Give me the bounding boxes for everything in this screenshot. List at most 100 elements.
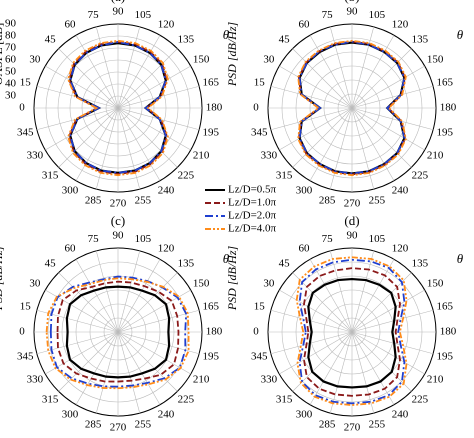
series-line	[56, 280, 180, 383]
theta-tick-label: 105	[369, 9, 386, 21]
grid-spoke	[351, 107, 434, 131]
theta-tick-label: 285	[319, 418, 336, 430]
grid-spoke	[351, 26, 375, 109]
grid-spoke	[329, 250, 353, 333]
theta-tick-label: 135	[412, 34, 429, 46]
theta-tick-label: 45	[279, 34, 291, 46]
r-tick-label: 60	[5, 54, 17, 66]
legend-label: Lz/D=1.0π	[228, 197, 277, 209]
theta-tick-label: 255	[369, 418, 386, 430]
theta-tick-label: 90	[347, 230, 359, 242]
theta-tick-label: 75	[322, 9, 334, 21]
theta-tick-label: 255	[135, 418, 152, 430]
grid-spoke	[117, 107, 161, 181]
grid-spoke	[351, 250, 375, 333]
theta-tick-label: 315	[276, 169, 293, 181]
theta-tick-label: 150	[427, 54, 444, 66]
grid-spoke	[329, 331, 353, 414]
grid-spoke	[351, 331, 395, 405]
grid-spoke	[351, 107, 425, 151]
grid-spoke	[58, 331, 119, 392]
theta-tick-label: 0	[253, 326, 259, 338]
legend-label: Lz/D=0.5π	[228, 184, 277, 196]
grid-spoke	[95, 331, 119, 414]
grid-spoke	[351, 107, 412, 168]
panel-title: (c)	[111, 213, 125, 228]
theta-tick-label: 315	[276, 393, 293, 405]
grid-spoke	[95, 107, 119, 190]
r-tick-label: 30	[5, 90, 17, 102]
theta-tick-label: 120	[392, 18, 409, 30]
grid-spoke	[309, 35, 353, 109]
theta-tick-label: 30	[263, 54, 275, 66]
grid-spoke	[351, 289, 425, 333]
grid-spoke	[75, 35, 119, 109]
grid-spoke	[351, 48, 412, 109]
theta-tick-label: 135	[178, 258, 195, 270]
grid-spoke	[351, 85, 434, 109]
theta-tick-label: 240	[392, 185, 409, 197]
grid-spoke	[351, 35, 395, 109]
series-line	[303, 267, 401, 397]
theta-tick-label: 210	[427, 150, 444, 162]
series-line	[68, 41, 168, 175]
grid-spoke	[309, 107, 353, 181]
theta-tick-label: 195	[436, 126, 453, 138]
series-line	[295, 256, 408, 406]
theta-tick-label: 285	[85, 418, 102, 430]
r-axis-label: PSD [dB/Hz]	[225, 246, 239, 312]
theta-tick-label: 0	[253, 102, 259, 114]
grid-spoke	[75, 331, 119, 405]
grid-spoke	[292, 48, 353, 109]
grid-spoke	[270, 85, 353, 109]
theta-tick-label: 315	[42, 169, 59, 181]
grid-spoke	[351, 107, 375, 190]
theta-tick-label: 285	[85, 194, 102, 206]
grid-spoke	[117, 272, 178, 333]
grid-spoke	[117, 259, 161, 333]
theta-tick-label: 15	[20, 77, 32, 89]
theta-tick-label: 195	[202, 350, 219, 362]
theta-tick-label: 0	[19, 326, 25, 338]
grid-spoke	[309, 331, 353, 405]
grid-spoke	[351, 331, 434, 355]
theta-label: θ	[223, 27, 230, 42]
theta-tick-label: 225	[178, 169, 195, 181]
theta-tick-label: 300	[296, 409, 313, 421]
grid-spoke	[351, 65, 425, 109]
r-axis-label: PSD [dB/Hz]	[225, 22, 239, 88]
grid-spoke	[117, 331, 191, 375]
theta-tick-label: 0	[19, 102, 25, 114]
legend-label: Lz/D=2.0π	[228, 210, 277, 222]
grid-spoke	[36, 309, 119, 333]
panel-title: (d)	[344, 213, 359, 228]
grid-spoke	[58, 48, 119, 109]
grid-spoke	[351, 309, 434, 333]
theta-tick-label: 15	[254, 77, 266, 89]
r-tick-label: 80	[5, 30, 17, 42]
theta-tick-label: 330	[27, 374, 44, 386]
theta-tick-label: 45	[279, 258, 291, 270]
theta-tick-label: 75	[322, 233, 334, 245]
grid-spoke	[351, 331, 425, 375]
grid-spoke	[329, 26, 353, 109]
theta-tick-label: 15	[20, 301, 32, 313]
grid-spoke	[117, 289, 191, 333]
grid-spoke	[270, 331, 353, 355]
theta-tick-label: 90	[113, 6, 125, 18]
grid-spoke	[117, 107, 141, 190]
theta-tick-label: 195	[202, 126, 219, 138]
theta-tick-label: 90	[113, 230, 125, 242]
grid-spoke	[117, 250, 141, 333]
r-tick-label: 70	[5, 42, 17, 54]
grid-spoke	[351, 331, 375, 414]
theta-tick-label: 60	[65, 18, 77, 30]
panel-title: (a)	[111, 0, 125, 4]
theta-tick-label: 30	[29, 278, 41, 290]
panel-title: (b)	[344, 0, 359, 4]
theta-tick-label: 120	[158, 18, 175, 30]
theta-tick-label: 150	[193, 278, 210, 290]
